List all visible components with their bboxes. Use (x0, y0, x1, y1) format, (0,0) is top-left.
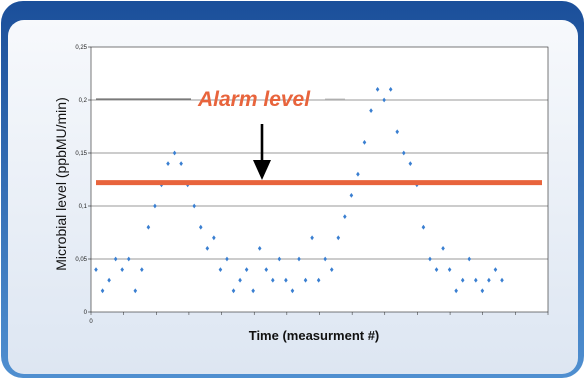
data-point (107, 277, 111, 283)
data-point (192, 203, 197, 209)
data-point (421, 224, 426, 230)
data-point (356, 171, 360, 177)
data-point (212, 235, 216, 241)
data-point (231, 288, 236, 294)
data-point (441, 246, 445, 251)
data-point (166, 161, 170, 166)
data-point (284, 277, 288, 283)
data-point (401, 150, 406, 156)
grid-lines (91, 99, 548, 260)
y-tick-label: 0,15 (75, 151, 87, 157)
data-point (120, 267, 124, 272)
data-point (454, 288, 458, 294)
data-point (133, 288, 138, 294)
data-point (349, 193, 354, 198)
data-point (205, 246, 210, 251)
alarm-arrow-head (253, 160, 271, 180)
data-point (94, 267, 98, 272)
plot-area (90, 46, 549, 313)
data-point (310, 235, 314, 241)
data-point (362, 140, 367, 145)
data-point (277, 256, 282, 262)
y-tick-label: 0 (84, 310, 88, 316)
data-point (467, 256, 472, 262)
x-axis-ticks: 0 (89, 312, 549, 325)
data-point (113, 256, 118, 262)
y-axis-ticks: 0 0,05 0,1 0,15 0,2 0,25 (75, 45, 91, 316)
data-point (179, 161, 183, 166)
data-point (480, 288, 485, 294)
y-tick-label: 0,25 (75, 45, 87, 51)
y-tick-label: 0,1 (79, 204, 88, 210)
data-point (225, 256, 229, 262)
data-point (257, 246, 262, 251)
data-point (323, 256, 327, 262)
data-point (329, 267, 334, 272)
y-axis-label: Microbial level (ppbMU/min) (53, 97, 69, 271)
data-point (153, 203, 157, 209)
y-tick-label: 0,05 (75, 257, 87, 263)
data-point (493, 267, 498, 272)
data-point (251, 288, 255, 294)
data-point (487, 277, 491, 283)
data-point (375, 87, 380, 92)
alarm-level-label: Alarm level (197, 88, 311, 111)
data-point (100, 288, 105, 294)
data-point (336, 235, 341, 241)
data-point (369, 108, 373, 113)
data-point (297, 256, 301, 262)
data-point (474, 277, 478, 283)
data-point (172, 150, 177, 156)
data-point (271, 277, 275, 283)
x-axis-label: Time (measurment #) (249, 328, 380, 343)
data-point (303, 277, 308, 283)
data-point (140, 267, 144, 272)
data-point (198, 224, 203, 230)
data-point (343, 214, 347, 219)
data-point (388, 87, 393, 92)
data-point (434, 267, 439, 272)
data-point (218, 267, 223, 272)
data-point (428, 256, 432, 262)
data-point (244, 267, 249, 272)
data-point (395, 129, 400, 135)
data-point (408, 161, 413, 166)
data-point (146, 224, 151, 230)
data-point (316, 277, 321, 283)
data-point (264, 267, 269, 272)
y-tick-label: 0,2 (79, 98, 88, 104)
data-point (290, 288, 295, 294)
data-point (382, 97, 386, 103)
x-tick-label: 0 (89, 319, 93, 325)
data-point (460, 277, 465, 283)
data-point (500, 277, 504, 283)
data-point (126, 256, 131, 262)
data-point (238, 277, 242, 283)
data-points (94, 87, 504, 294)
data-point (447, 267, 452, 272)
